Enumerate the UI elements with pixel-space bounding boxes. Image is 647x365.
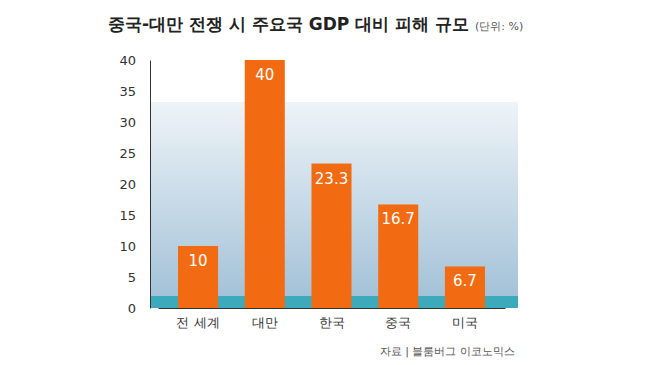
bar (245, 60, 285, 308)
y-tick-label: 20 (119, 177, 136, 192)
y-tick: 40 (119, 53, 150, 68)
y-tick: 30 (119, 115, 150, 130)
y-tick-label: 10 (119, 239, 136, 254)
x-tick-label: 대만 (252, 315, 278, 330)
y-tick: 5 (128, 270, 150, 285)
bar (178, 246, 218, 308)
data-label: 16.7 (382, 210, 415, 228)
x-tick-label: 미국 (452, 315, 478, 330)
y-tick-label: 0 (128, 301, 136, 316)
background-panel (150, 102, 518, 308)
title-line: 중국-대만 전쟁 시 주요국 GDP 대비 피해 규모 (단위: %) (108, 14, 523, 34)
bar (445, 266, 485, 308)
y-axis: 0 5 10 15 20 25 30 35 40 (119, 53, 150, 316)
bars (178, 60, 485, 308)
y-axis-line (150, 61, 151, 309)
y-tick-label: 40 (119, 53, 136, 68)
chart: 0 5 10 15 20 25 30 35 40 전 세계 대만 한국 중국 미국 10 40 23.3 16.7… (0, 0, 647, 365)
y-tick: 0 (128, 301, 150, 316)
y-tick-label: 30 (119, 115, 136, 130)
subtitle: (단위: %) (475, 20, 523, 33)
y-tick-label: 25 (119, 146, 136, 161)
bar (378, 204, 418, 308)
plot: 0 5 10 15 20 25 30 35 40 전 세계 대만 한국 중국 미국 10 40 23.3 16.7… (119, 53, 518, 331)
x-tick: 한국 (319, 308, 345, 330)
y-tick-label: 5 (128, 270, 136, 285)
x-tick-label: 한국 (319, 315, 345, 330)
y-tick: 10 (119, 239, 150, 254)
x-tick-label: 중국 (385, 315, 411, 330)
bar (311, 164, 351, 308)
y-tick-label: 15 (119, 208, 136, 223)
x-tick: 전 세계 (176, 308, 219, 330)
data-label: 23.3 (315, 170, 348, 188)
data-labels: 10 40 23.3 16.7 6.7 (188, 66, 476, 290)
x-tick: 미국 (452, 308, 478, 330)
x-tick-label: 전 세계 (176, 315, 219, 330)
data-label: 6.7 (453, 272, 477, 290)
data-label: 40 (255, 66, 274, 84)
title: 중국-대만 전쟁 시 주요국 GDP 대비 피해 규모 (108, 14, 469, 34)
x-tick: 대만 (252, 308, 278, 330)
source: 자료 | 블룸버그 이코노믹스 (380, 345, 515, 358)
y-tick: 15 (119, 208, 150, 223)
x-tick: 중국 (385, 308, 411, 330)
y-tick: 35 (119, 84, 150, 99)
x-axis: 전 세계 대만 한국 중국 미국 (159, 308, 506, 330)
y-tick: 20 (119, 177, 150, 192)
y-tick-label: 35 (119, 84, 136, 99)
x-axis-line (159, 308, 506, 309)
data-label: 10 (188, 252, 207, 270)
y-tick: 25 (119, 146, 150, 161)
